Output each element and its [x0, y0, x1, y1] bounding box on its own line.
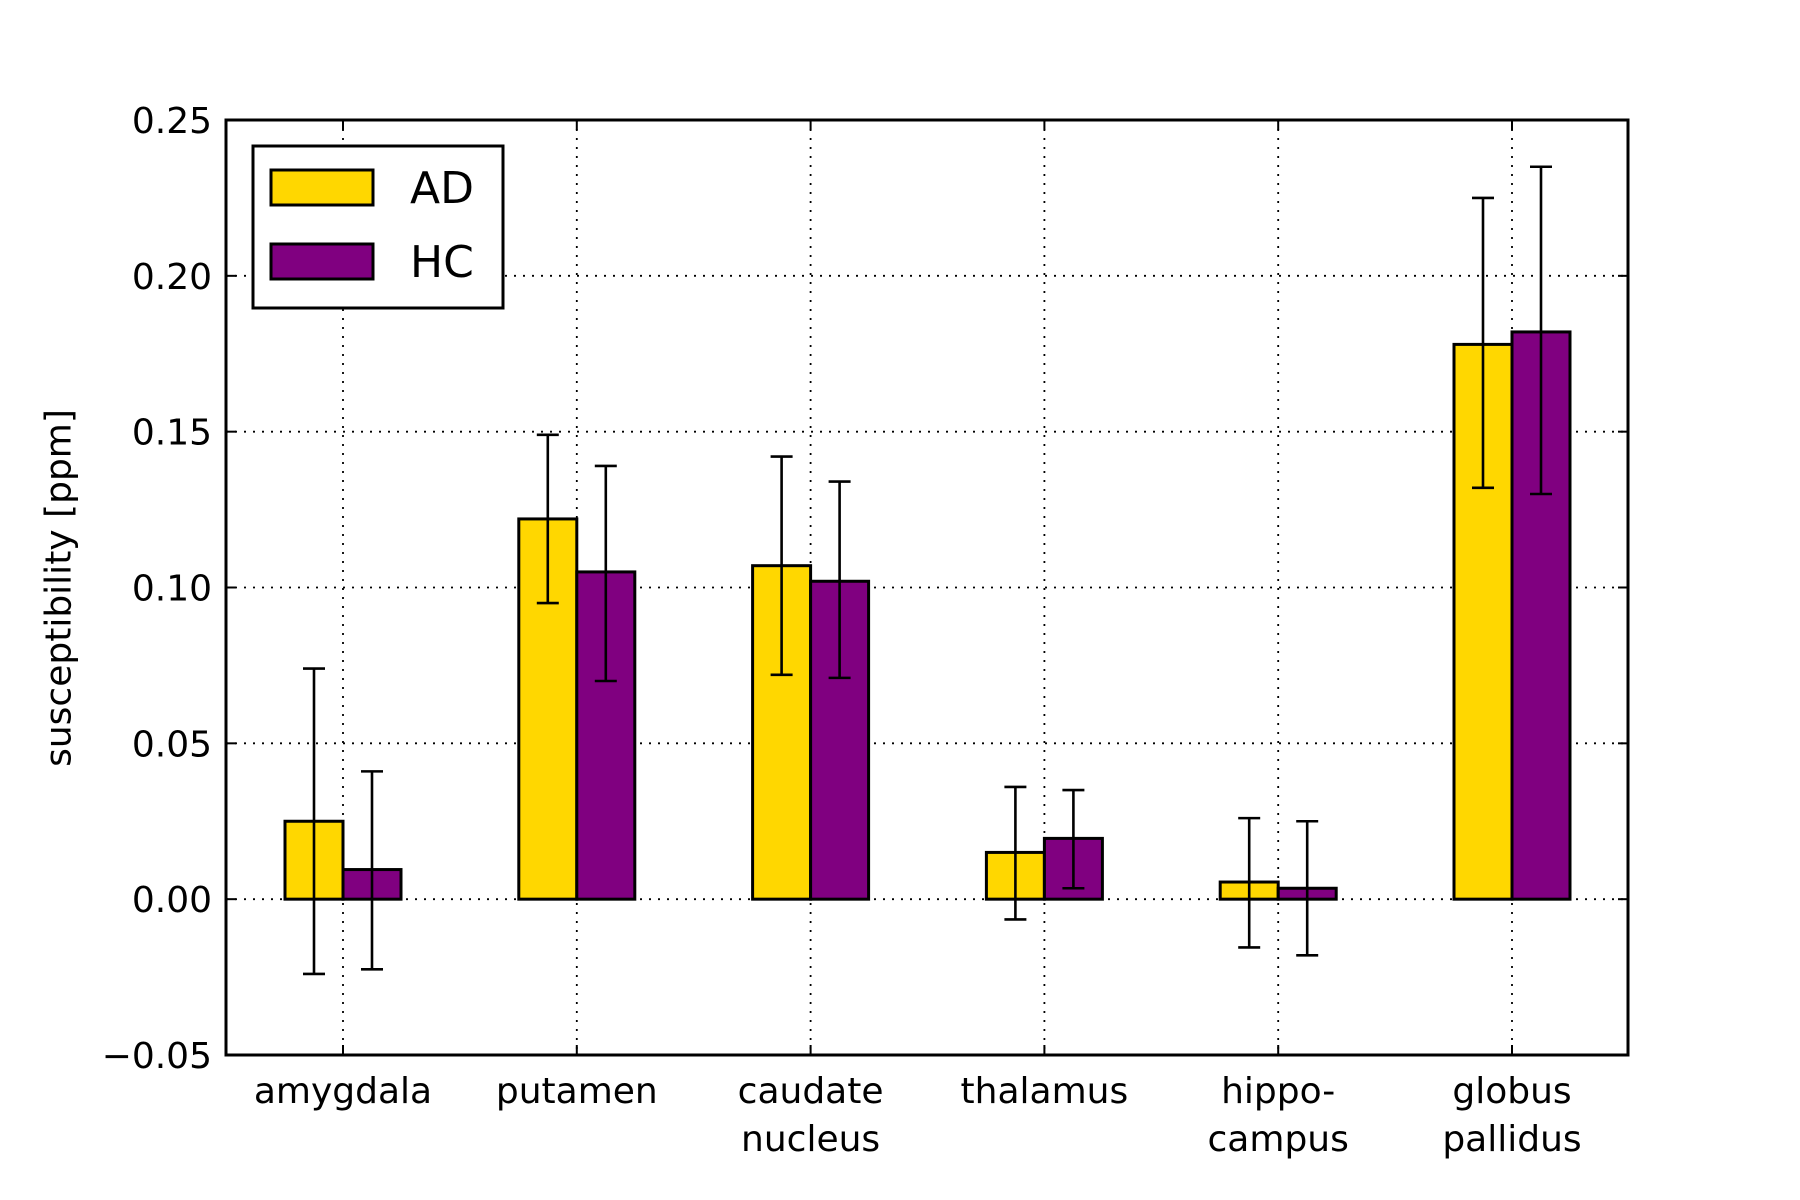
error-bar-hc-0: [361, 770, 383, 971]
error-bar-hc-2: [828, 480, 851, 680]
legend-swatch-hc: [269, 242, 375, 281]
y-tick-label: 0.15: [132, 413, 212, 454]
legend-swatch-ad: [269, 168, 375, 207]
y-axis-ticks: −0.05 0.00 0.05 0.10 0.15 0.20 0.25: [102, 101, 1628, 1077]
x-category-label: amygdala: [254, 1071, 432, 1112]
x-category-label: thalamus: [961, 1071, 1129, 1112]
legend-label-ad: AD: [410, 163, 474, 214]
x-category-label: campus: [1208, 1119, 1349, 1160]
error-bar-hc-1: [594, 464, 617, 683]
y-tick-label: 0.20: [132, 257, 212, 298]
y-axis-title: susceptibility [ppm]: [39, 409, 80, 767]
x-category-label: hippo-: [1221, 1071, 1335, 1112]
y-tick-label: −0.05: [102, 1036, 212, 1077]
x-axis-ticks: amygdala putamen caudate nucleus thalamus hip…: [254, 120, 1582, 1160]
error-bar-hc-4: [1296, 819, 1319, 957]
y-tick-label: 0.00: [132, 880, 212, 921]
x-category-label: caudate: [738, 1071, 884, 1112]
x-category-label: pallidus: [1442, 1119, 1581, 1160]
error-bar-hc-5: [1530, 165, 1552, 496]
x-category-label: globus: [1452, 1071, 1571, 1112]
error-bar-hc-3: [1062, 788, 1085, 890]
error-bar-ad-0: [303, 667, 325, 976]
error-bars: [303, 165, 1552, 976]
error-bar-ad-5: [1472, 196, 1494, 490]
error-bar-ad-1: [536, 433, 559, 605]
y-tick-label: 0.05: [132, 724, 212, 765]
error-bar-ad-4: [1238, 816, 1261, 949]
bars: [283, 330, 1572, 901]
y-tick-label: 0.10: [132, 569, 212, 610]
y-tick-label: 0.25: [132, 101, 212, 142]
legend: AD HC: [251, 144, 505, 310]
x-category-label: nucleus: [741, 1119, 880, 1160]
legend-label-hc: HC: [410, 237, 474, 288]
x-category-label: putamen: [496, 1071, 658, 1112]
error-bar-ad-3: [1004, 785, 1027, 921]
error-bar-ad-2: [770, 455, 793, 677]
